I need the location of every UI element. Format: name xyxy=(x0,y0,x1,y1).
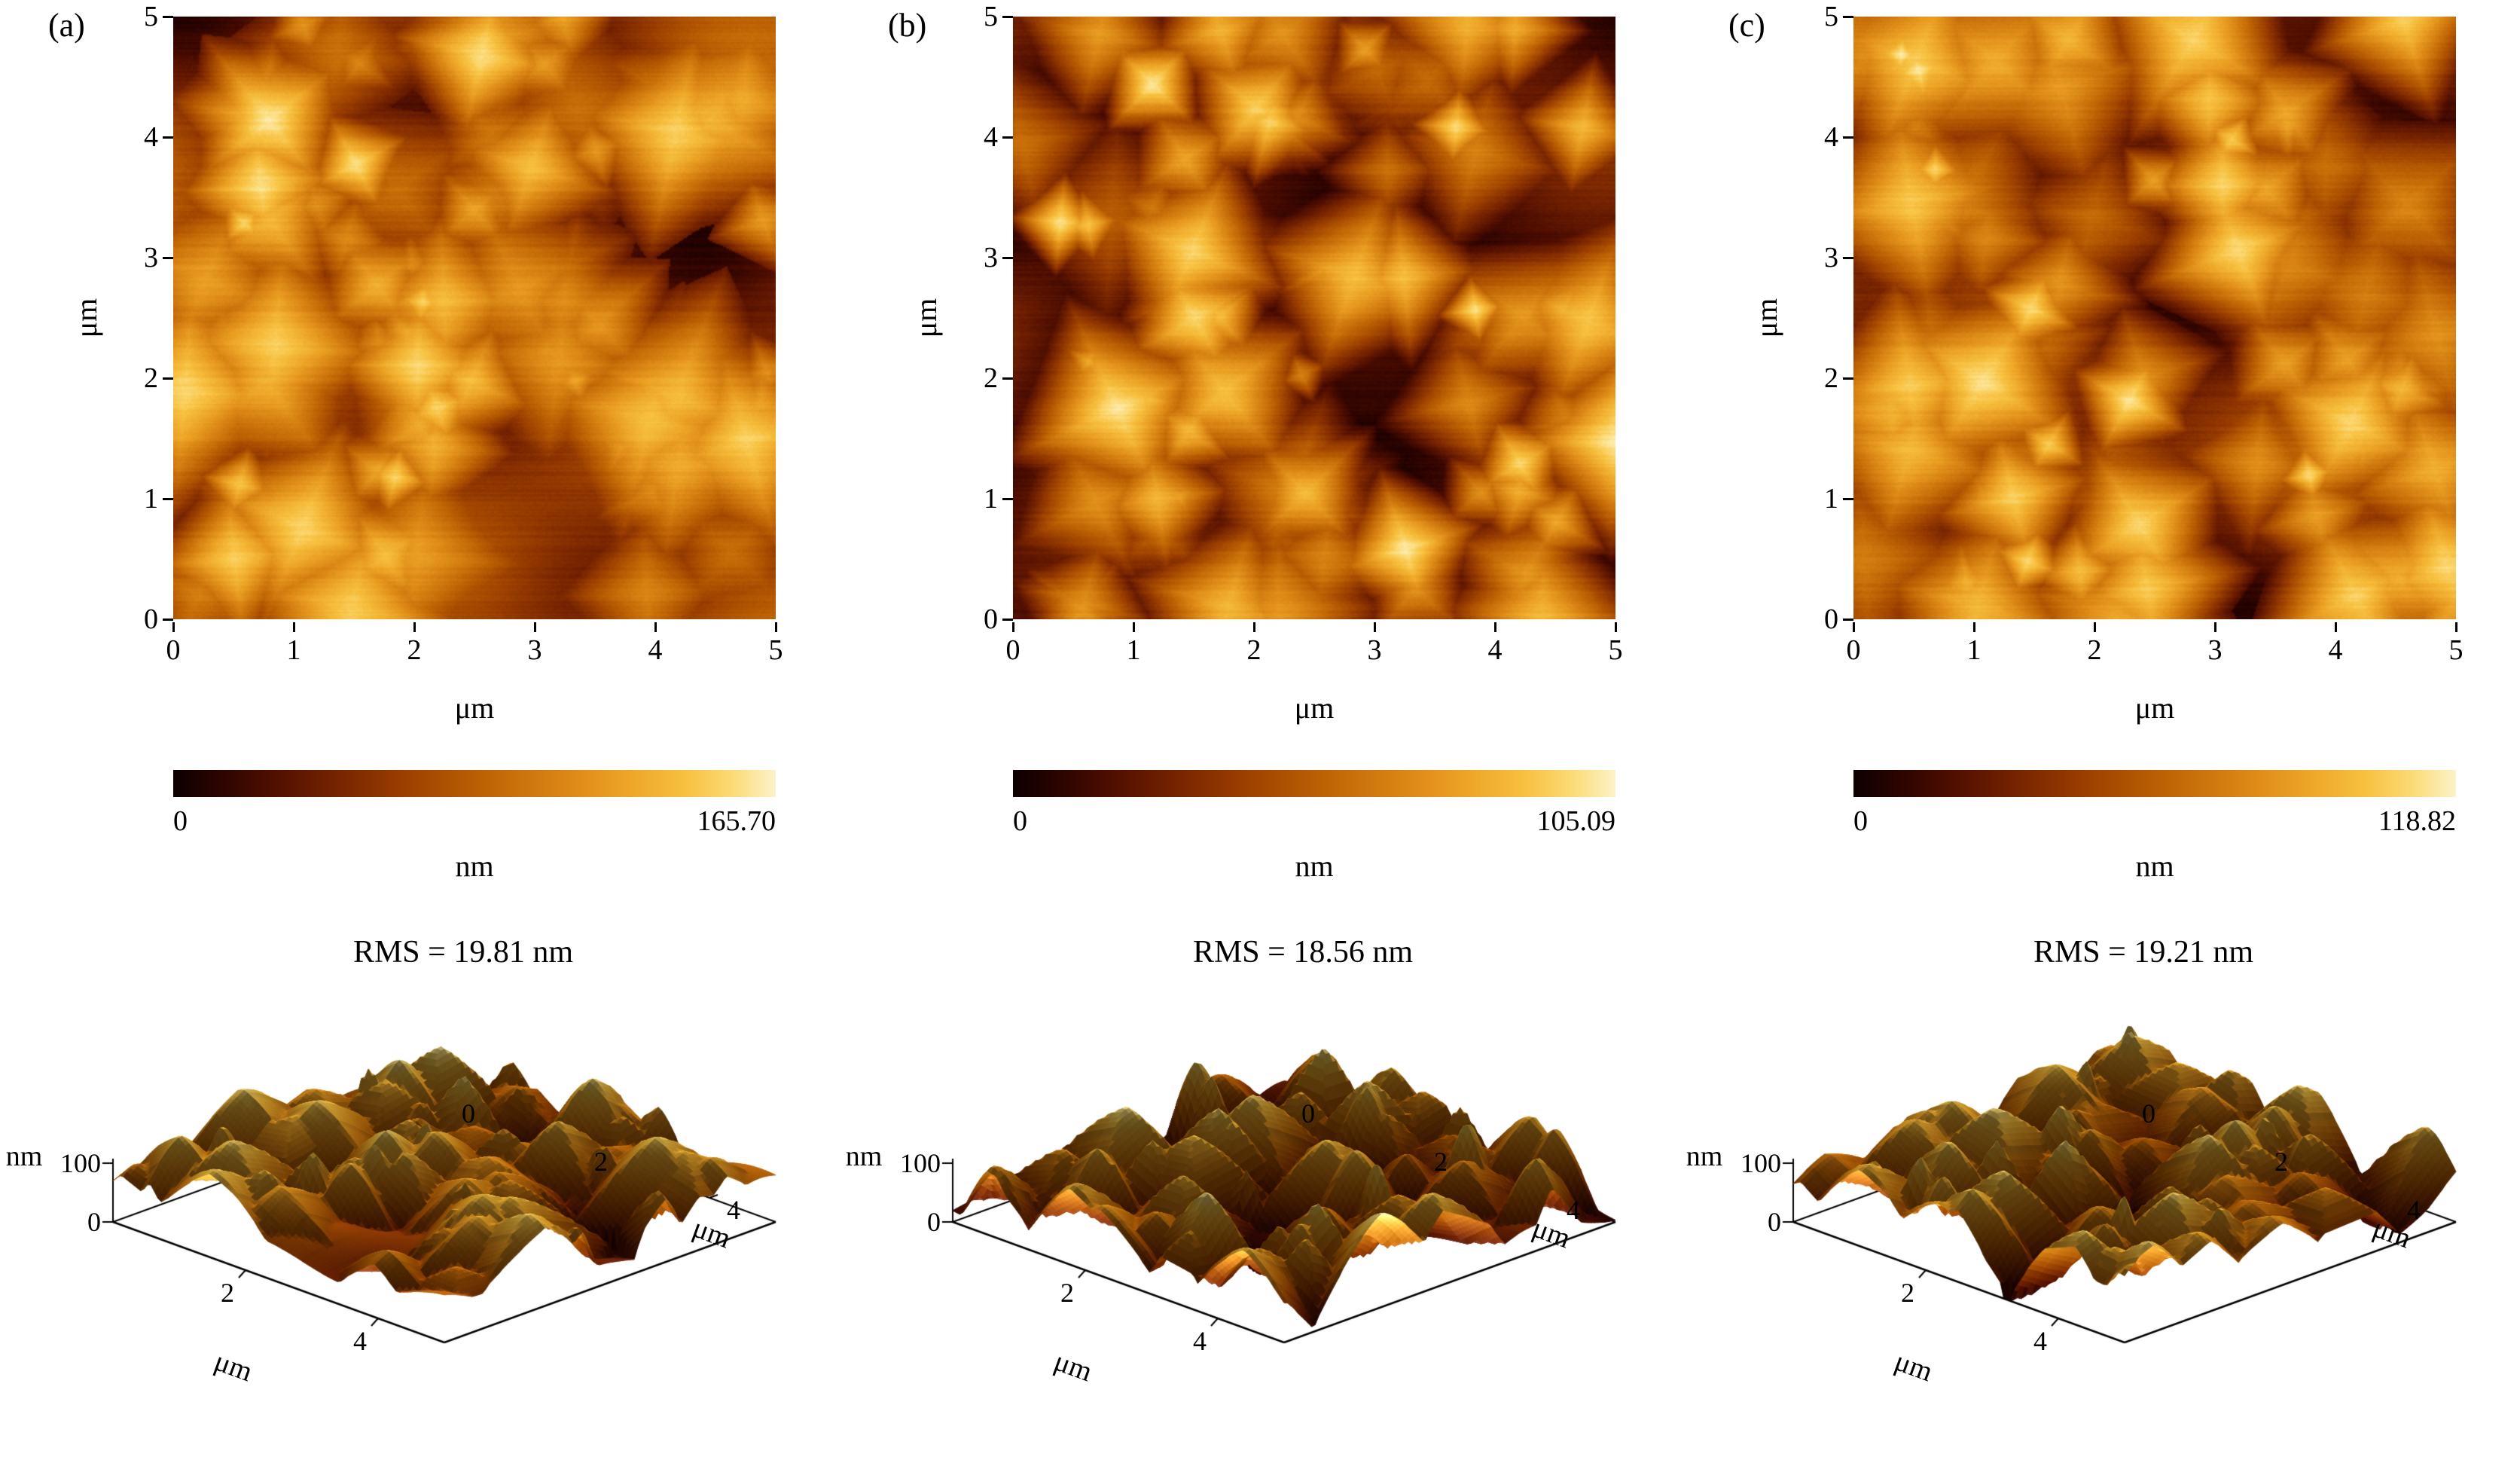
heatmap-ytick: 3 xyxy=(1771,242,1853,273)
surface-left-tick: 2 xyxy=(1901,1278,1914,1308)
heatmap-xlabel: μm xyxy=(2134,691,2175,725)
colorbar-max-label: 118.82 xyxy=(2378,805,2456,837)
heatmap-ylabel: μm xyxy=(1750,298,1783,338)
surface-right-tick: 0 xyxy=(2142,1098,2155,1129)
afm-heatmap-image xyxy=(1013,17,1615,619)
panel-b: (b) 5 4 3 2 1 0 μm 0 1 2 3 4 5 μm 0 105.… xyxy=(840,0,1679,1460)
colorbar-unit-label: nm xyxy=(2135,849,2174,883)
heatmap-xlabel: μm xyxy=(1294,691,1335,725)
surface-zlabel: nm xyxy=(845,1141,883,1172)
heatmap-ytick: 4 xyxy=(930,121,1013,153)
heatmap-xtick: 0 xyxy=(143,622,203,666)
colorbar xyxy=(1853,770,2456,797)
heatmap-ytick: 5 xyxy=(90,1,173,32)
heatmap-xtick: 2 xyxy=(1224,622,1284,666)
heatmap-xtick: 4 xyxy=(625,622,685,666)
surface-right-tick: 2 xyxy=(1434,1147,1448,1177)
heatmap-ytick: 4 xyxy=(1771,121,1853,153)
afm-heatmap-image xyxy=(173,17,776,619)
afm-heatmap-image xyxy=(1853,17,2456,619)
surface-right-tick: 2 xyxy=(2274,1147,2288,1177)
surface-ztick: 0 xyxy=(927,1207,941,1237)
heatmap-xtick: 1 xyxy=(1944,622,2004,666)
surface-right-tick: 0 xyxy=(462,1098,475,1129)
colorbar-unit-label: nm xyxy=(1295,849,1334,883)
surface-ztick: 100 xyxy=(900,1148,941,1178)
heatmap-xtick: 5 xyxy=(1585,622,1646,666)
heatmap-xlabel: μm xyxy=(454,691,495,725)
heatmap-xtick: 3 xyxy=(2185,622,2245,666)
colorbar xyxy=(173,770,776,797)
heatmap-ytick: 3 xyxy=(930,242,1013,273)
panel-a: (a) 5 4 3 2 1 0 μm 0 1 2 3 4 5 μm 0 165.… xyxy=(0,0,840,1460)
rms-title: RMS = 18.56 nm xyxy=(1192,935,1414,970)
heatmap-xtick: 4 xyxy=(1465,622,1525,666)
heatmap-xtick: 1 xyxy=(264,622,324,666)
colorbar-min-label: 0 xyxy=(1853,805,1868,837)
colorbar-min-label: 0 xyxy=(1013,805,1027,837)
heatmap-ytick: 3 xyxy=(90,242,173,273)
heatmap-ytick: 2 xyxy=(1771,362,1853,394)
surface-zlabel: nm xyxy=(5,1141,43,1172)
panel-letter: (b) xyxy=(888,7,927,44)
heatmap-ytick: 5 xyxy=(1771,1,1853,32)
heatmap-ytick: 0 xyxy=(1771,603,1853,635)
colorbar xyxy=(1013,770,1615,797)
surface-ztick: 0 xyxy=(1768,1207,1781,1237)
heatmap-xtick: 0 xyxy=(1823,622,1884,666)
heatmap-ytick: 2 xyxy=(90,362,173,394)
surface-left-tick: 2 xyxy=(1060,1278,1074,1308)
colorbar-min-label: 0 xyxy=(173,805,188,837)
heatmap-ytick: 1 xyxy=(930,483,1013,515)
colorbar-unit-label: nm xyxy=(455,849,494,883)
rms-title: RMS = 19.21 nm xyxy=(2033,935,2254,970)
heatmap-xtick: 4 xyxy=(2305,622,2366,666)
surface-left-tick: 4 xyxy=(353,1326,367,1356)
heatmap-xtick: 0 xyxy=(983,622,1043,666)
heatmap-ytick: 1 xyxy=(1771,483,1853,515)
heatmap-ytick: 0 xyxy=(930,603,1013,635)
heatmap-ytick: 5 xyxy=(930,1,1013,32)
surface-plot: 100 0 nm 0 2 4 μm 2 4 μm xyxy=(1680,981,2520,1460)
heatmap-xtick: 3 xyxy=(1344,622,1405,666)
heatmap-ylabel: μm xyxy=(909,298,943,338)
surface-left-tick: 2 xyxy=(221,1278,234,1308)
surface-right-tick: 4 xyxy=(727,1195,740,1225)
colorbar-max-label: 105.09 xyxy=(1536,805,1616,837)
colorbar-max-label: 165.70 xyxy=(697,805,776,837)
heatmap-xtick: 2 xyxy=(384,622,444,666)
heatmap-ytick: 2 xyxy=(930,362,1013,394)
heatmap-ytick: 0 xyxy=(90,603,173,635)
heatmap-xtick: 2 xyxy=(2064,622,2125,666)
panel-c: (c) 5 4 3 2 1 0 μm 0 1 2 3 4 5 μm 0 118.… xyxy=(1680,0,2520,1460)
rms-title: RMS = 19.81 nm xyxy=(352,935,574,970)
surface-left-tick: 4 xyxy=(2033,1326,2047,1356)
heatmap-xtick: 3 xyxy=(505,622,565,666)
surface-left-tick: 4 xyxy=(1193,1326,1207,1356)
heatmap-xtick: 1 xyxy=(1103,622,1164,666)
surface-right-tick: 4 xyxy=(1567,1195,1580,1225)
heatmap-ytick: 4 xyxy=(90,121,173,153)
heatmap-xtick: 5 xyxy=(746,622,806,666)
surface-plot: 100 0 nm 0 2 4 μm 2 4 μm xyxy=(0,981,840,1460)
afm-3d-surface xyxy=(840,981,1679,1460)
surface-right-tick: 4 xyxy=(2407,1195,2421,1225)
heatmap-ylabel: μm xyxy=(69,298,103,338)
surface-ztick: 100 xyxy=(60,1148,101,1178)
heatmap-ytick: 1 xyxy=(90,483,173,515)
surface-zlabel: nm xyxy=(1686,1141,1723,1172)
surface-plot: 100 0 nm 0 2 4 μm 2 4 μm xyxy=(840,981,1679,1460)
heatmap-xtick: 5 xyxy=(2426,622,2486,666)
afm-3d-surface xyxy=(0,981,840,1460)
surface-ztick: 0 xyxy=(87,1207,101,1237)
panel-letter: (c) xyxy=(1728,7,1765,44)
panel-letter: (a) xyxy=(48,7,85,44)
afm-3d-surface xyxy=(1680,981,2520,1460)
surface-right-tick: 0 xyxy=(1301,1098,1315,1129)
surface-right-tick: 2 xyxy=(594,1147,608,1177)
surface-ztick: 100 xyxy=(1741,1148,1781,1178)
